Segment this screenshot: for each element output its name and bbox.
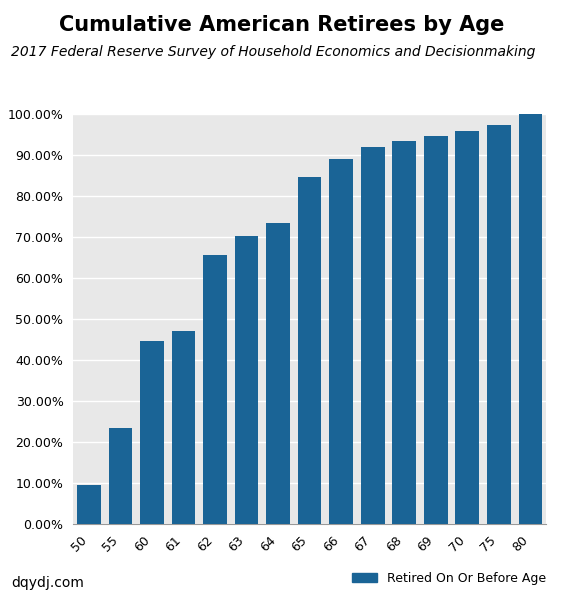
Bar bbox=[424, 137, 448, 524]
Bar bbox=[77, 485, 101, 524]
Text: Cumulative American Retirees by Age: Cumulative American Retirees by Age bbox=[59, 15, 504, 35]
Text: dqydj.com: dqydj.com bbox=[11, 576, 84, 590]
Bar bbox=[203, 255, 227, 524]
Text: 2017 Federal Reserve Survey of Household Economics and Decisionmaking: 2017 Federal Reserve Survey of Household… bbox=[11, 45, 535, 59]
Bar bbox=[298, 176, 321, 524]
Bar bbox=[519, 114, 542, 524]
Bar bbox=[361, 147, 385, 524]
Bar bbox=[392, 141, 416, 524]
Bar bbox=[329, 159, 353, 524]
Bar bbox=[266, 223, 290, 524]
Bar bbox=[235, 236, 258, 524]
Bar bbox=[172, 330, 195, 524]
Bar bbox=[140, 341, 164, 524]
Bar bbox=[487, 125, 511, 524]
Legend: Retired On Or Before Age: Retired On Or Before Age bbox=[347, 566, 551, 590]
Bar bbox=[109, 428, 132, 524]
Bar bbox=[455, 131, 479, 524]
